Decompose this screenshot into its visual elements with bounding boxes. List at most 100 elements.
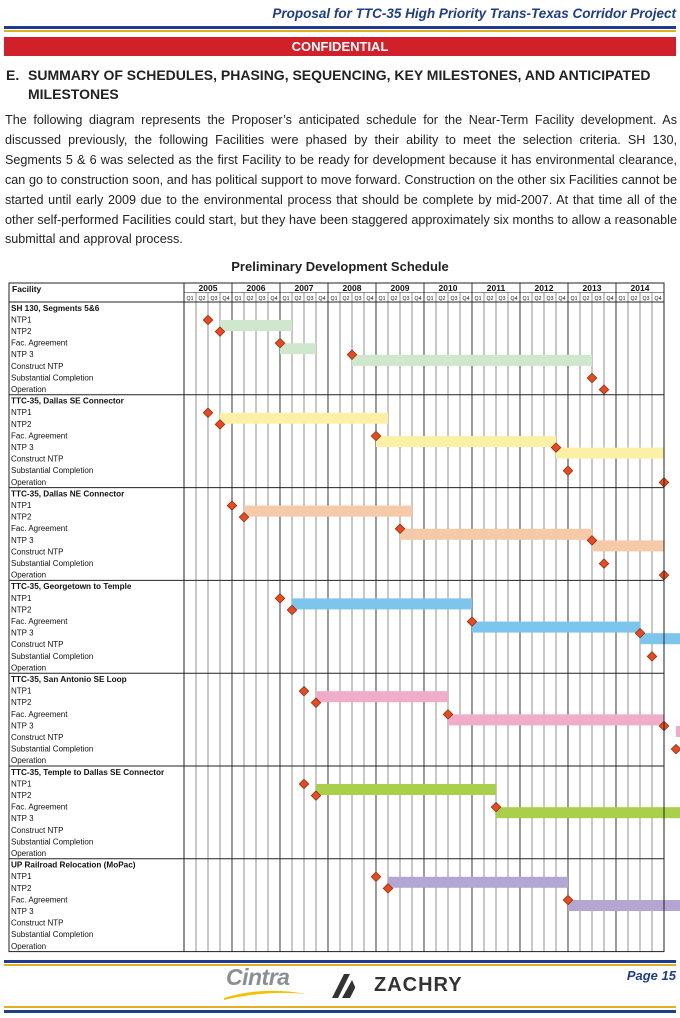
milestone-diamond: [310, 697, 322, 709]
schedule-bar: [244, 505, 412, 517]
milestone-diamond: [442, 709, 454, 720]
schedule-bar: [676, 725, 680, 737]
milestone-diamond: [346, 349, 358, 361]
quarter-label: Q1: [331, 296, 338, 302]
facility-name: TTC-35, Georgetown to Temple: [11, 582, 132, 591]
quarter-label: Q1: [235, 296, 242, 302]
activity-label: NTP1: [11, 594, 32, 603]
year-label: 2011: [487, 283, 506, 293]
quarter-label: Q3: [547, 296, 554, 302]
zachry-logo-text: ZACHRY: [374, 974, 463, 996]
activity-label: Fac. Agreement: [11, 895, 68, 904]
quarter-label: Q3: [643, 296, 650, 302]
activity-label: NTP2: [11, 605, 32, 614]
activity-label: Operation: [11, 385, 46, 394]
year-label: 2008: [343, 283, 362, 293]
milestone-diamond: [382, 883, 394, 894]
activity-label: NTP 3: [11, 814, 34, 823]
activity-label: Operation: [11, 942, 46, 951]
activity-label: NTP1: [11, 408, 32, 417]
quarter-label: Q4: [271, 296, 278, 302]
milestone-diamond: [586, 535, 598, 546]
quarter-label: Q3: [403, 296, 410, 302]
quarter-label: Q1: [475, 296, 482, 302]
quarter-label: Q3: [451, 296, 458, 302]
activity-label: Construct NTP: [11, 640, 63, 649]
quarter-label: Q1: [187, 296, 194, 302]
quarter-label: Q1: [379, 296, 386, 302]
schedule-bar: [280, 343, 316, 355]
activity-label: Substantial Completion: [11, 466, 93, 475]
facility-column-header: Facility: [12, 284, 42, 294]
footer-rule: [4, 960, 676, 963]
quarter-label: Q4: [463, 296, 470, 302]
activity-label: Fac. Agreement: [11, 339, 68, 348]
milestone-diamond: [298, 685, 310, 697]
schedule-bar: [448, 714, 664, 726]
schedule-bar: [376, 435, 556, 447]
chart-title: Preliminary Development Schedule: [231, 259, 449, 274]
activity-label: NTP2: [11, 698, 32, 707]
schedule-bar: [220, 319, 292, 331]
activity-label: Substantial Completion: [11, 930, 93, 939]
year-label: 2007: [295, 283, 314, 293]
quarter-label: Q4: [559, 296, 566, 302]
schedule-bar: [400, 528, 592, 540]
schedule-bar: [352, 354, 592, 366]
activity-label: Operation: [11, 849, 46, 858]
quarter-label: Q4: [607, 296, 614, 302]
footer-rule-accent: [4, 964, 676, 966]
activity-label: NTP1: [11, 872, 32, 881]
quarter-label: Q4: [415, 296, 422, 302]
activity-label: Construct NTP: [11, 826, 63, 835]
quarter-label: Q1: [523, 296, 530, 302]
facility-name: SH 130, Segments 5&6: [11, 304, 100, 313]
schedule-bar: [640, 633, 680, 645]
section-body-paragraph: The following diagram represents the Pro…: [5, 113, 677, 247]
activity-label: NTP1: [11, 687, 32, 696]
schedule-bar: [496, 807, 680, 819]
milestone-diamond: [202, 314, 214, 326]
quarter-label: Q2: [439, 296, 446, 302]
facility-name: TTC-35, San Antonio SE Loop: [11, 675, 127, 684]
quarter-label: Q3: [499, 296, 506, 302]
activity-label: Construct NTP: [11, 455, 63, 464]
year-label: 2010: [439, 283, 458, 293]
milestone-diamond: [598, 558, 610, 569]
milestone-diamond: [598, 384, 610, 395]
quarter-label: Q2: [295, 296, 302, 302]
year-label: 2012: [535, 283, 554, 293]
milestone-diamond: [226, 500, 238, 511]
milestone-diamond: [286, 604, 298, 616]
footer-bottom-rule-accent: [4, 1006, 676, 1008]
schedule-bar: [388, 876, 568, 888]
facility-name: TTC-35, Temple to Dallas SE Connector: [11, 768, 165, 777]
activity-label: NTP 3: [11, 721, 34, 730]
milestone-diamond: [370, 871, 382, 883]
activity-label: NTP 3: [11, 443, 34, 452]
activity-label: Fac. Agreement: [11, 803, 68, 812]
activity-label: Substantial Completion: [11, 837, 93, 846]
gantt-chart: 2005 Q1 Q2 Q3 Q4 2006 Q1 Q2 Q3 Q4 2007 Q1 Q2 Q3 Q4 2008…: [8, 282, 680, 953]
quarter-label: Q3: [355, 296, 362, 302]
milestone-diamond: [646, 651, 658, 662]
milestone-diamond: [586, 372, 598, 384]
milestone-diamond: [310, 790, 322, 801]
quarter-label: Q3: [595, 296, 602, 302]
quarter-label: Q3: [307, 296, 314, 302]
section-title: SUMMARY OF SCHEDULES, PHASING, SEQUENCIN…: [28, 67, 651, 102]
quarter-label: Q2: [535, 296, 542, 302]
document-header-title: Proposal for TTC-35 High Priority Trans-…: [272, 6, 676, 21]
milestone-diamond: [298, 778, 310, 790]
schedule-bar: [568, 899, 680, 911]
milestone-diamond: [214, 326, 226, 337]
schedule-bar: [592, 540, 664, 552]
year-label: 2014: [631, 283, 650, 293]
milestone-diamond: [670, 743, 680, 755]
zachry-mark-icon: [332, 974, 362, 998]
milestone-diamond: [394, 523, 406, 535]
milestone-diamond: [274, 593, 286, 604]
activity-label: NTP 3: [11, 907, 34, 916]
facility-name: UP Railroad Relocation (MoPac): [11, 861, 136, 870]
activity-label: Construct NTP: [11, 733, 63, 742]
